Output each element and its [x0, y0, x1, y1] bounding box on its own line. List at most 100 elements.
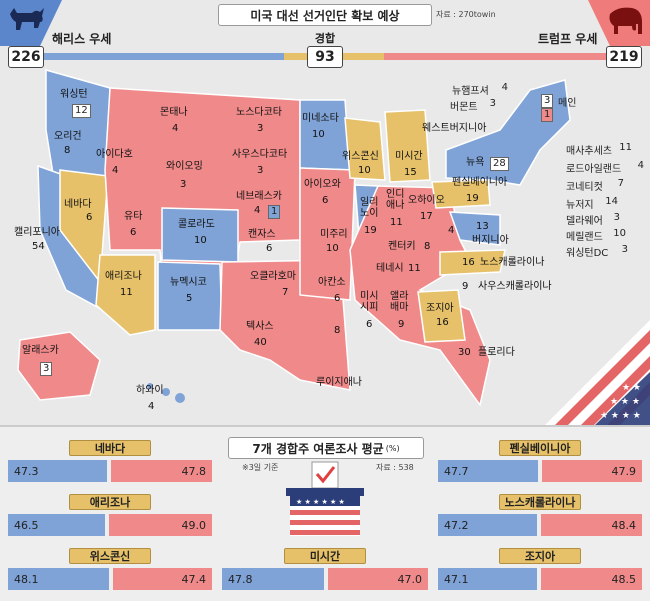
state-nd-label: 노스다코타	[236, 107, 282, 118]
state-sc-label: 사우스캐롤라이나	[478, 281, 552, 292]
poll-state-tag: 조지아	[499, 548, 581, 564]
state-ne-ev2: 1	[268, 205, 281, 219]
state-il-label: 일리 노이	[360, 197, 379, 219]
state-ny-ev: 28	[490, 157, 509, 171]
poll-harris-bar: 48.1	[8, 568, 109, 590]
state-sc-ev: 9	[462, 281, 469, 292]
state-wy-ev: 3	[180, 179, 187, 190]
state-ky-ev: 8	[424, 241, 431, 252]
state-al-label: 앨라 배마	[390, 291, 409, 313]
poll-harris-bar: 47.7	[438, 460, 538, 482]
state-in-label: 인디 애나	[386, 189, 405, 211]
ne-de-label: 델라웨어	[566, 216, 603, 227]
state-va-ev: 13	[476, 221, 489, 232]
state-az-ev: 11	[120, 287, 133, 298]
poll-harris-bar: 46.5	[8, 514, 105, 536]
state-id-label: 아이다호	[96, 149, 133, 160]
trump-bar	[384, 53, 606, 60]
poll-trump-bar: 47.8	[111, 460, 212, 482]
harris-label: 해리스 우세	[52, 32, 112, 46]
map-source: 자료 : 270towin	[436, 10, 496, 19]
state-ms-label: 미시 시피	[360, 291, 379, 313]
poll-title: 7개 경합주 여론조사 평균 (%)	[228, 437, 424, 459]
state-ky-label: 켄터키	[388, 241, 416, 252]
state-me-label: 메인	[558, 98, 577, 109]
elephant-icon	[588, 0, 650, 46]
donkey-icon	[0, 0, 62, 46]
ne-ri-label: 로드아일랜드	[566, 164, 622, 175]
state-ca-label: 캘리포니아	[14, 227, 60, 238]
ne-vt-ev: 3	[489, 98, 496, 109]
state-ca-ev: 54	[32, 241, 45, 252]
state-ks-label: 캔자스	[248, 229, 276, 240]
map-panel: 미국 대선 선거인단 확보 예상 자료 : 270towin 해리스 우세 트럼…	[0, 0, 650, 425]
state-in-ev: 11	[390, 217, 403, 228]
poll-state-tag: 펜실베이니아	[499, 440, 581, 456]
trump-label: 트럼프 우세	[538, 32, 598, 46]
tossup-count: 93	[307, 46, 343, 68]
state-ut-label: 유타	[124, 211, 143, 222]
state-wi-ev: 10	[358, 165, 371, 176]
state-mt-ev: 4	[172, 123, 179, 134]
state-tn-ev: 11	[408, 263, 421, 274]
svg-text:★ ★ ★ ★ ★ ★: ★ ★ ★ ★ ★ ★	[296, 498, 345, 506]
state-me-ev2: 1	[541, 108, 554, 122]
ne-nh-ev: 4	[501, 82, 508, 93]
state-ne-label: 네브래스카	[236, 191, 282, 202]
state-ms-ev: 6	[366, 319, 373, 330]
ne-nh-label: 뉴햄프셔	[452, 86, 489, 97]
poll-title-text: 7개 경합주 여론조사 평균	[252, 441, 384, 456]
state-hi-ev: 4	[148, 401, 155, 412]
poll-harris-bar: 47.2	[438, 514, 537, 536]
state-co-label: 콜로라도	[178, 219, 215, 230]
state-ga-ev: 16	[436, 317, 449, 328]
ne-ri-ev: 4	[637, 160, 644, 171]
poll-source: 자료 : 538	[376, 463, 414, 472]
state-il-ev: 19	[364, 225, 377, 236]
poll-trump-bar: 47.9	[542, 460, 642, 482]
state-nm-label: 뉴멕시코	[170, 277, 207, 288]
poll-trump-bar: 48.5	[541, 568, 642, 590]
state-nd-ev: 3	[257, 123, 264, 134]
state-al-ev: 9	[398, 319, 405, 330]
poll-state-tag: 미시간	[284, 548, 366, 564]
state-ak-label: 알래스카	[22, 345, 59, 356]
state-sd-ev: 3	[257, 165, 264, 176]
state-ar-ev: 6	[334, 293, 341, 304]
state-fl-ev: 30	[458, 347, 471, 358]
state-sd-label: 사우스다코타	[232, 149, 288, 160]
state-mn-ev: 10	[312, 129, 325, 140]
state-ga-label: 조지아	[426, 303, 454, 314]
state-wa-label: 워싱턴	[60, 89, 88, 100]
page-title: 미국 대선 선거인단 확보 예상	[218, 4, 432, 26]
checkmark-icon	[311, 461, 339, 489]
poll-harris-bar: 47.8	[222, 568, 324, 590]
state-ok-label: 오클라호마	[250, 271, 296, 282]
ne-nj-label: 뉴저지	[566, 200, 594, 211]
ne-ma-ev: 11	[619, 142, 632, 153]
poll-harris-bar: 47.3	[8, 460, 107, 482]
tossup-label: 경합	[314, 32, 336, 45]
state-mo-ev: 10	[326, 243, 339, 254]
ne-vt-label: 버몬트	[450, 102, 478, 113]
state-pa-ev: 19	[466, 193, 479, 204]
state-mi-label: 미시간	[395, 151, 423, 162]
state-hi-label: 하와이	[136, 385, 164, 396]
state-wv-label: 웨스트버지니아	[422, 123, 487, 134]
state-oh-label: 오하이오	[408, 195, 445, 206]
state-tx-label: 텍사스	[246, 321, 274, 332]
poll-date-note: ※3일 기준	[242, 463, 279, 472]
state-az-label: 애리조나	[105, 271, 142, 282]
poll-state-tag: 네바다	[69, 440, 151, 456]
state-ia-ev: 6	[322, 195, 329, 206]
us-map: ★ ★ ★ ★ ★ ★ ★ ★ ★	[17, 69, 650, 425]
state-ak-ev: 3	[40, 362, 53, 376]
harris-bar	[44, 53, 284, 60]
state-ut-ev: 6	[130, 227, 137, 238]
trump-count: 219	[606, 46, 642, 68]
harris-count: 226	[8, 46, 44, 68]
state-ia-label: 아이오와	[304, 179, 341, 190]
state-ks-ev: 6	[266, 243, 273, 254]
state-nc-ev: 16	[462, 257, 475, 268]
state-ne-ev: 4	[254, 205, 261, 216]
